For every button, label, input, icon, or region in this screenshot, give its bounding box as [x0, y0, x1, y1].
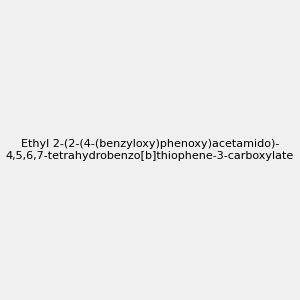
Text: Ethyl 2-(2-(4-(benzyloxy)phenoxy)acetamido)-
4,5,6,7-tetrahydrobenzo[b]thiophene: Ethyl 2-(2-(4-(benzyloxy)phenoxy)acetami…	[6, 139, 294, 161]
